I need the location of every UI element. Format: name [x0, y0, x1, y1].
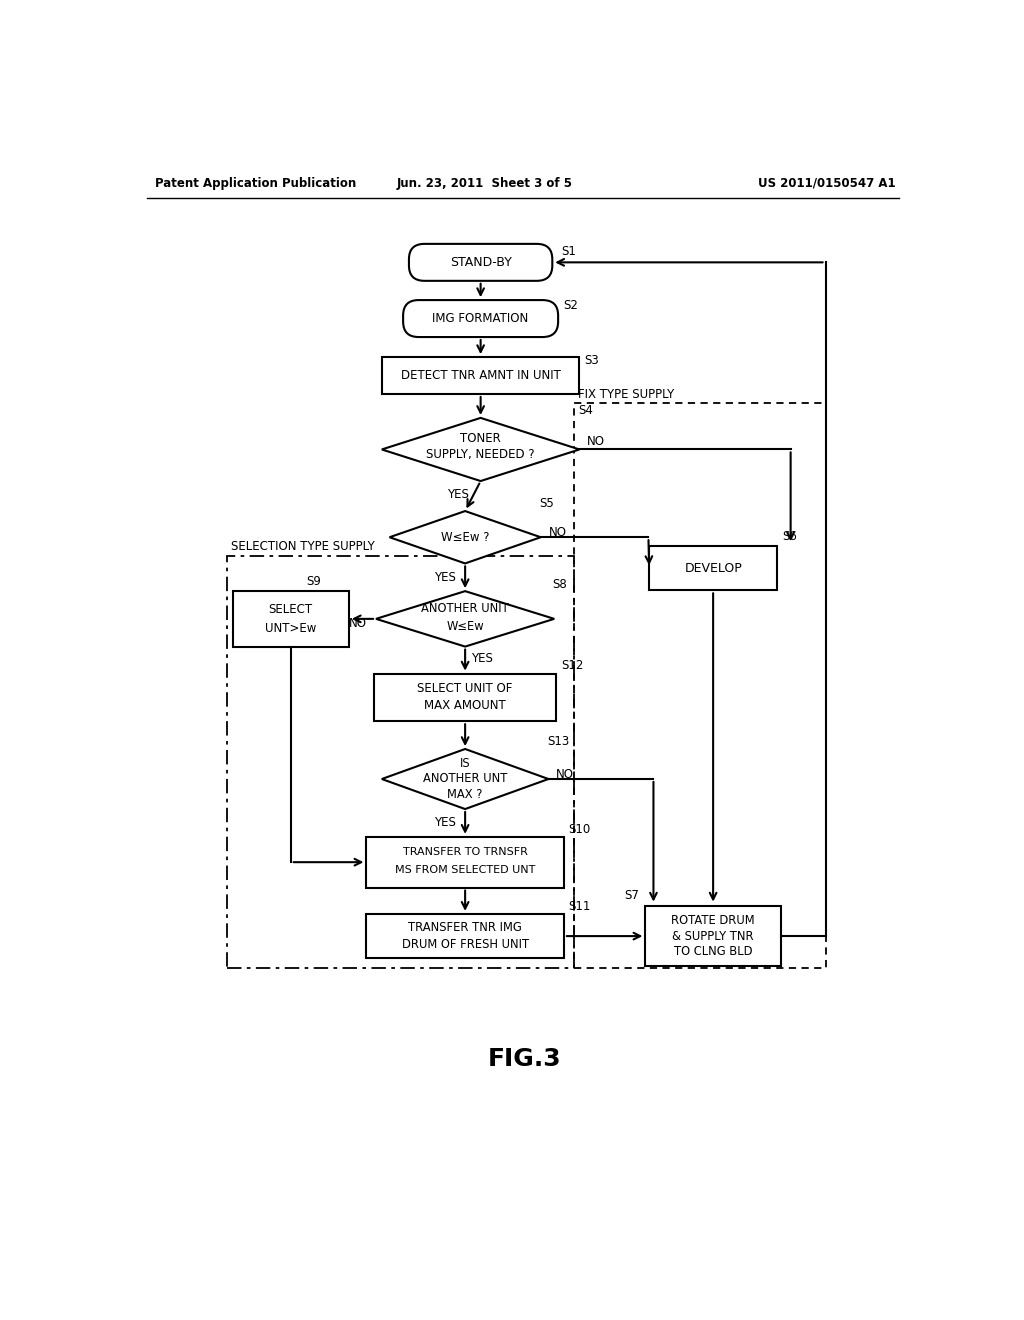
- Text: STAND-BY: STAND-BY: [450, 256, 512, 269]
- Text: TRANSFER TNR IMG: TRANSFER TNR IMG: [409, 921, 522, 935]
- FancyBboxPatch shape: [374, 673, 556, 721]
- Text: NO: NO: [587, 436, 605, 449]
- Text: IS: IS: [460, 758, 470, 770]
- FancyBboxPatch shape: [403, 300, 558, 337]
- Text: NO: NO: [349, 616, 367, 630]
- Text: YES: YES: [471, 652, 494, 665]
- FancyBboxPatch shape: [382, 358, 580, 395]
- Text: UNT>Ew: UNT>Ew: [265, 622, 316, 635]
- Text: DRUM OF FRESH UNIT: DRUM OF FRESH UNIT: [401, 939, 528, 952]
- Polygon shape: [389, 511, 541, 564]
- Text: YES: YES: [434, 816, 456, 829]
- Text: S3: S3: [584, 354, 599, 367]
- Text: TRANSFER TO TRNSFR: TRANSFER TO TRNSFR: [402, 847, 527, 857]
- Polygon shape: [382, 748, 549, 809]
- Text: ANOTHER UNT: ANOTHER UNT: [423, 772, 507, 785]
- Text: FIX TYPE SUPPLY: FIX TYPE SUPPLY: [578, 388, 674, 400]
- Text: S2: S2: [563, 298, 578, 312]
- Text: TO CLNG BLD: TO CLNG BLD: [674, 945, 753, 958]
- Text: S8: S8: [553, 578, 567, 591]
- Text: SELECTION TYPE SUPPLY: SELECTION TYPE SUPPLY: [231, 540, 375, 553]
- Text: NO: NO: [549, 527, 566, 539]
- Text: & SUPPLY TNR: & SUPPLY TNR: [673, 929, 754, 942]
- Text: FIG.3: FIG.3: [488, 1047, 561, 1072]
- FancyBboxPatch shape: [645, 906, 781, 966]
- Text: Jun. 23, 2011  Sheet 3 of 5: Jun. 23, 2011 Sheet 3 of 5: [396, 177, 572, 190]
- Text: S11: S11: [568, 899, 591, 912]
- Text: ANOTHER UNIT: ANOTHER UNIT: [421, 602, 509, 615]
- FancyBboxPatch shape: [232, 591, 349, 647]
- Text: IMG FORMATION: IMG FORMATION: [432, 312, 528, 325]
- Text: YES: YES: [447, 488, 469, 502]
- Text: S12: S12: [561, 659, 584, 672]
- Polygon shape: [382, 418, 580, 480]
- Text: W≤Ew: W≤Ew: [446, 620, 484, 634]
- Text: SUPPLY, NEEDED ?: SUPPLY, NEEDED ?: [426, 449, 535, 462]
- Text: MAX AMOUNT: MAX AMOUNT: [424, 700, 506, 713]
- Text: SELECT: SELECT: [268, 603, 312, 616]
- Text: W≤Ew ?: W≤Ew ?: [441, 531, 489, 544]
- Text: NO: NO: [556, 768, 574, 781]
- Text: Patent Application Publication: Patent Application Publication: [155, 177, 356, 190]
- Text: TONER: TONER: [460, 432, 501, 445]
- FancyBboxPatch shape: [649, 545, 777, 590]
- Text: ROTATE DRUM: ROTATE DRUM: [672, 915, 755, 927]
- Text: S1: S1: [561, 246, 577, 259]
- Text: S13: S13: [547, 735, 569, 748]
- FancyBboxPatch shape: [409, 244, 552, 281]
- FancyBboxPatch shape: [367, 837, 564, 887]
- Text: SELECT UNIT OF: SELECT UNIT OF: [418, 682, 513, 696]
- FancyBboxPatch shape: [367, 913, 564, 958]
- Text: S7: S7: [625, 888, 639, 902]
- Text: S9: S9: [306, 576, 322, 589]
- Text: YES: YES: [434, 570, 456, 583]
- Text: S10: S10: [568, 822, 591, 836]
- Text: US 2011/0150547 A1: US 2011/0150547 A1: [758, 177, 895, 190]
- Text: DEVELOP: DEVELOP: [684, 561, 742, 574]
- Text: DETECT TNR AMNT IN UNIT: DETECT TNR AMNT IN UNIT: [400, 370, 560, 381]
- Text: MS FROM SELECTED UNT: MS FROM SELECTED UNT: [395, 865, 536, 875]
- Text: S5: S5: [540, 496, 554, 510]
- Text: S4: S4: [578, 404, 593, 417]
- Text: S6: S6: [782, 529, 798, 543]
- Polygon shape: [376, 591, 554, 647]
- Text: MAX ?: MAX ?: [447, 788, 482, 801]
